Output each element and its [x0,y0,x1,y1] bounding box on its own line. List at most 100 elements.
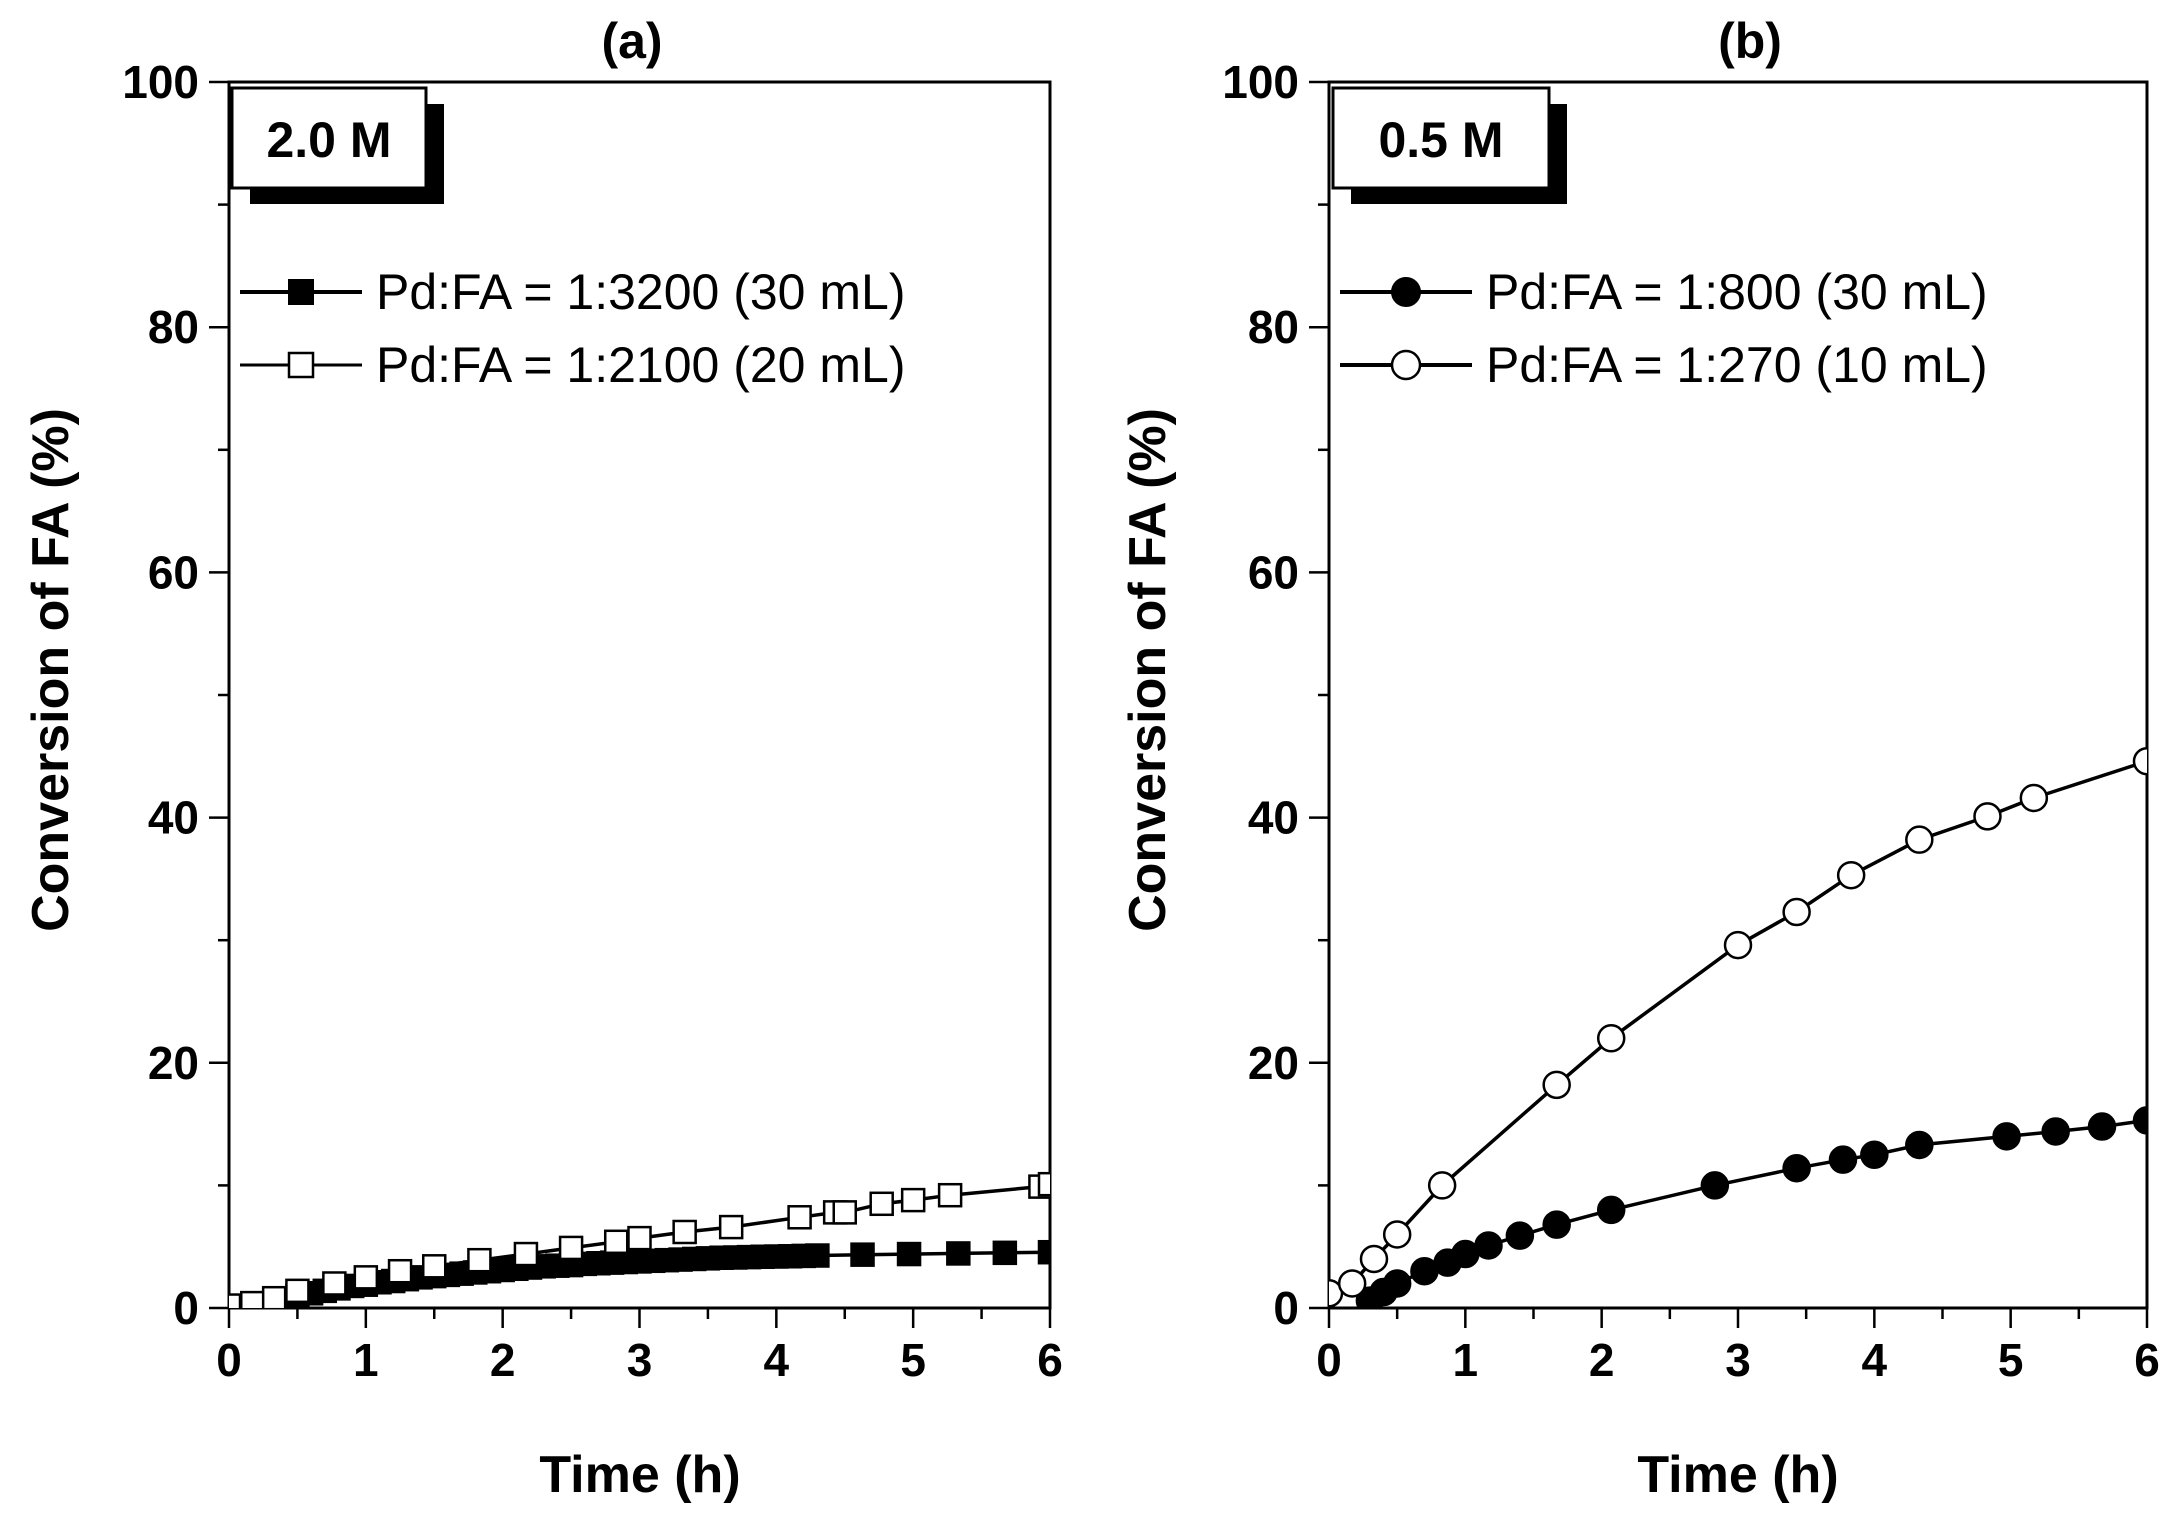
data-point [387,1258,413,1284]
panel-a-y-axis-label: Conversion of FA (%) [22,408,80,932]
data-point [2087,1112,2117,1141]
legend-a1-marker [288,279,314,305]
x-tick-label: 1 [353,1334,379,1386]
data-point [1973,802,2002,831]
x-tick-label: 0 [1316,1334,1342,1386]
y-tick-label: 80 [148,301,199,353]
panel-a-legend: Pd:FA = 1:3200 (30 mL) Pd:FA = 1:2100 (2… [240,264,906,393]
data-point [240,1290,265,1308]
x-tick-label: 0 [216,1334,242,1386]
legend-b1-label: Pd:FA = 1:800 (30 mL) [1486,264,1988,320]
x-tick-label: 4 [764,1334,790,1386]
x-tick-label: 5 [900,1334,926,1386]
data-point [1700,1171,1730,1200]
data-point [1782,897,1811,927]
x-tick-label: 5 [1998,1334,2024,1386]
data-point [832,1200,857,1225]
data-point [2019,783,2049,813]
panel-a-concentration-box: 2.0 M [230,86,444,204]
data-point [1359,1244,1389,1274]
panel-b-y-axis-label: Conversion of FA (%) [1119,408,1177,932]
x-tick-label: 1 [1453,1334,1479,1386]
data-point [1992,1122,2021,1151]
legend-b2-label: Pd:FA = 1:270 (10 mL) [1486,337,1988,393]
data-point [1474,1231,1503,1260]
data-point [1382,1220,1412,1249]
data-point [850,1242,875,1267]
y-tick-label: 0 [173,1282,199,1334]
panel-a-title: (a) [601,13,662,69]
legend-b1-marker [1391,277,1421,307]
data-point [992,1240,1018,1266]
panel-b-concentration-label: 0.5 M [1378,112,1503,168]
panel-a-x-axis-label: Time (h) [539,1446,740,1504]
data-point [353,1265,379,1290]
data-point [946,1241,971,1266]
data-point [1337,1269,1367,1298]
data-point [1542,1210,1571,1239]
y-tick-label: 20 [148,1037,199,1089]
data-point [1382,1269,1412,1298]
legend-b2-marker [1390,349,1422,381]
data-point [1828,1145,1858,1174]
x-tick-label: 2 [1589,1334,1615,1386]
data-point [467,1247,492,1273]
x-tick-label: 3 [627,1334,653,1386]
y-tick-label: 100 [1222,56,1299,108]
panel-a: (a) Conversion of FA (%) Time (h) 0 1 2 3 4 5… [22,13,1063,1504]
panel-a-box [230,86,428,190]
data-point [718,1214,744,1240]
data-point [558,1235,584,1261]
panel-b-plot [1329,746,2147,1308]
data-point [1596,1024,1626,1053]
data-point [896,1241,922,1267]
data-point [2132,746,2147,776]
panel-b-series-group [1329,746,2147,1308]
y-tick-label: 20 [1248,1037,1299,1089]
data-point [1905,1130,1934,1160]
data-point [1860,1140,1889,1169]
data-point [1723,930,1753,960]
panel-b-x-axis-label: Time (h) [1637,1446,1838,1504]
y-tick-label: 60 [148,546,199,598]
data-point [1037,1171,1050,1197]
y-tick-label: 40 [148,792,199,844]
y-tick-label: 0 [1273,1282,1299,1334]
data-point [1427,1171,1457,1200]
data-point [513,1241,539,1267]
x-tick-label: 2 [490,1334,516,1386]
data-point [261,1285,287,1308]
data-point [2132,1106,2147,1135]
data-point [1782,1153,1811,1183]
legend-a2-marker [287,351,315,379]
panel-b-legend: Pd:FA = 1:800 (30 mL) Pd:FA = 1:270 (10 … [1340,264,1988,393]
x-tick-label: 6 [2134,1334,2160,1386]
data-point [1505,1221,1535,1250]
panel-a-concentration-label: 2.0 M [266,112,391,168]
data-point [900,1187,926,1213]
panel-b-box [1331,86,1551,190]
legend-a1-label: Pd:FA = 1:3200 (30 mL) [376,264,906,320]
data-point [603,1229,629,1255]
panel-b-concentration-box: 0.5 M [1331,86,1567,204]
data-point [869,1191,894,1217]
data-point [787,1205,812,1230]
panel-b-title: (b) [1718,13,1782,69]
y-tick-label: 100 [122,56,199,108]
data-point [2041,1117,2070,1146]
data-point [937,1182,963,1208]
data-point [422,1254,447,1279]
data-point [1037,1239,1050,1265]
panel-a-series-group [229,1171,1050,1308]
data-point [805,1243,830,1268]
data-point [285,1278,310,1304]
series-line-b2 [1329,759,2147,1295]
y-tick-label: 60 [1248,546,1299,598]
data-point [1905,825,1934,854]
x-tick-label: 4 [1862,1334,1888,1386]
panel-a-plot [229,1171,1050,1308]
data-point [1542,1070,1571,1100]
y-tick-label: 80 [1248,301,1299,353]
